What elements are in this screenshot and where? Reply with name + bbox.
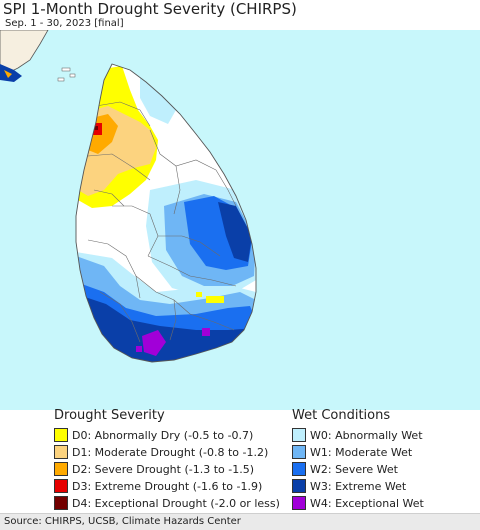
legend-swatch-w1 [292, 445, 306, 459]
legend-swatch-w2 [292, 462, 306, 476]
map-subtitle: Sep. 1 - 30, 2023 [final] [5, 18, 124, 29]
legend-label-w3: W3: Extreme Wet [310, 479, 407, 493]
legend-label-d4: D4: Exceptional Drought (-2.0 or less) [72, 496, 280, 510]
w3-region-east [218, 202, 252, 262]
legend-item-w3: W3: Extreme Wet [292, 478, 406, 494]
legend-swatch-w0 [292, 428, 306, 442]
legend-swatch-d4 [54, 496, 68, 510]
legend-swatch-d1 [54, 445, 68, 459]
legend-label-d2: D2: Severe Drought (-1.3 to -1.5) [72, 462, 255, 476]
legend-swatch-w3 [292, 479, 306, 493]
d0-region-southeast-small [196, 292, 202, 297]
legend-label-w1: W1: Moderate Wet [310, 445, 413, 459]
legend-item-w0: W0: Abnormally Wet [292, 427, 423, 443]
sri-lanka-coastline [75, 63, 257, 363]
legend-label-d1: D1: Moderate Drought (-0.8 to -1.2) [72, 445, 269, 459]
district-boundaries [87, 101, 237, 343]
legend-label-d3: D3: Extreme Drought (-1.6 to -1.9) [72, 479, 263, 493]
w0-region-northeast [140, 78, 176, 124]
legend-swatch-d3 [54, 479, 68, 493]
legend-item-d4: D4: Exceptional Drought (-2.0 or less) [54, 495, 280, 511]
legend-swatch-d0 [54, 428, 68, 442]
legend-label-w2: W2: Severe Wet [310, 462, 398, 476]
legend-label-d0: D0: Abnormally Dry (-0.5 to -0.7) [72, 428, 254, 442]
source-credit: Source: CHIRPS, UCSB, Climate Hazards Ce… [4, 516, 241, 527]
legend-item-d0: D0: Abnormally Dry (-0.5 to -0.7) [54, 427, 253, 443]
island [61, 67, 71, 72]
legend-swatch-w4 [292, 496, 306, 510]
wet-legend-heading: Wet Conditions [292, 408, 391, 423]
w4-region-south [142, 330, 166, 356]
island [69, 73, 76, 78]
adams-bridge-wet-patch [0, 64, 22, 82]
footer-bar: Source: CHIRPS, UCSB, Climate Hazards Ce… [0, 513, 480, 530]
map-title: SPI 1-Month Drought Severity (CHIRPS) [3, 0, 297, 18]
drought-legend-heading: Drought Severity [54, 408, 165, 423]
legend-item-d2: D2: Severe Drought (-1.3 to -1.5) [54, 461, 254, 477]
legend-item-d1: D1: Moderate Drought (-0.8 to -1.2) [54, 444, 268, 460]
d0-region-southeast [206, 296, 224, 303]
legend-item-d3: D3: Extreme Drought (-1.6 to -1.9) [54, 478, 262, 494]
d4-region [94, 126, 98, 130]
legend-label-w4: W4: Exceptional Wet [310, 496, 424, 510]
w4-region-south-east [202, 328, 210, 336]
legend-label-w0: W0: Abnormally Wet [310, 428, 423, 442]
island [57, 77, 65, 82]
adams-bridge-d2-patch [4, 70, 12, 78]
drought-map [0, 30, 480, 410]
legend-item-w1: W1: Moderate Wet [292, 444, 412, 460]
legend-item-w4: W4: Exceptional Wet [292, 495, 424, 511]
legend-swatch-d2 [54, 462, 68, 476]
legend-item-w2: W2: Severe Wet [292, 461, 398, 477]
w4-region-south-small [136, 346, 142, 352]
